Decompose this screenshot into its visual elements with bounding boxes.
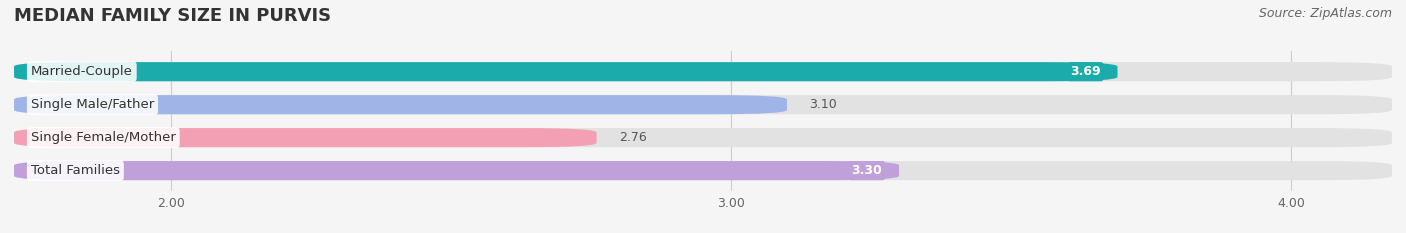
Text: 3.10: 3.10 xyxy=(810,98,837,111)
Text: 2.76: 2.76 xyxy=(619,131,647,144)
Text: Total Families: Total Families xyxy=(31,164,120,177)
FancyBboxPatch shape xyxy=(14,62,1392,81)
Text: Single Female/Mother: Single Female/Mother xyxy=(31,131,176,144)
FancyBboxPatch shape xyxy=(14,95,1392,114)
Text: Married-Couple: Married-Couple xyxy=(31,65,132,78)
FancyBboxPatch shape xyxy=(14,95,787,114)
FancyBboxPatch shape xyxy=(14,161,1392,180)
FancyBboxPatch shape xyxy=(14,161,898,180)
Text: 3.69: 3.69 xyxy=(1070,65,1101,78)
Text: MEDIAN FAMILY SIZE IN PURVIS: MEDIAN FAMILY SIZE IN PURVIS xyxy=(14,7,332,25)
FancyBboxPatch shape xyxy=(14,62,1118,81)
Text: 3.30: 3.30 xyxy=(852,164,882,177)
Text: Single Male/Father: Single Male/Father xyxy=(31,98,155,111)
FancyBboxPatch shape xyxy=(14,128,1392,147)
Text: Source: ZipAtlas.com: Source: ZipAtlas.com xyxy=(1258,7,1392,20)
FancyBboxPatch shape xyxy=(14,128,596,147)
